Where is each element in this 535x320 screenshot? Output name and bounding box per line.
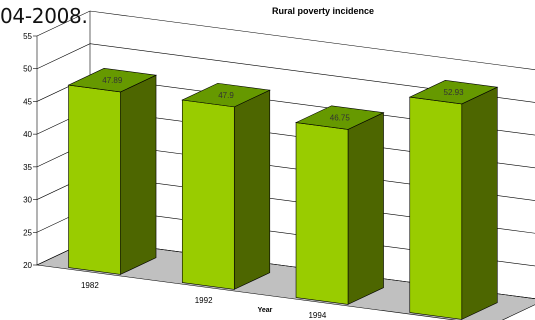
bar-1994: 46.75 xyxy=(294,105,385,305)
bar-1997: 52.93 xyxy=(408,80,499,320)
bar-1992: 47.9 xyxy=(181,82,271,290)
y-tick-label: 20 xyxy=(23,261,32,270)
y-tick-label: 55 xyxy=(23,32,32,41)
x-tick-label: 1992 xyxy=(195,296,213,305)
bar-front xyxy=(295,122,349,305)
bar-top xyxy=(67,68,158,93)
x-tick-label: 1982 xyxy=(81,281,99,290)
bar-1982: 47.89 xyxy=(67,68,158,275)
gridline xyxy=(36,10,535,70)
bar-front xyxy=(409,96,463,320)
y-tick-label: 50 xyxy=(23,65,32,74)
bar-data-label: 47.89 xyxy=(102,76,123,85)
chart-title: Rural poverty incidence xyxy=(272,6,374,16)
bar-top xyxy=(294,105,385,130)
bar-side xyxy=(120,74,157,275)
bar-front xyxy=(68,84,121,275)
y-tick-label: 35 xyxy=(23,163,32,172)
bar-top xyxy=(181,82,271,108)
bar-data-label: 52.93 xyxy=(444,88,465,97)
x-axis-label: Year xyxy=(258,307,273,314)
y-tick-label: 30 xyxy=(23,196,32,205)
bar-front xyxy=(181,99,235,290)
bar-data-label: 46.75 xyxy=(330,114,351,123)
x-tick-label: 1994 xyxy=(308,311,326,320)
bar-side xyxy=(461,86,498,320)
bar-side xyxy=(233,89,271,290)
document-text-fragment: 04-2008. xyxy=(0,4,88,28)
y-tick-label: 45 xyxy=(23,97,32,106)
bar-side xyxy=(347,112,384,305)
bar-data-label: 47.9 xyxy=(218,91,234,100)
y-tick-label: 25 xyxy=(23,228,32,237)
bar-top xyxy=(408,80,499,105)
y-tick-label: 40 xyxy=(23,130,32,139)
